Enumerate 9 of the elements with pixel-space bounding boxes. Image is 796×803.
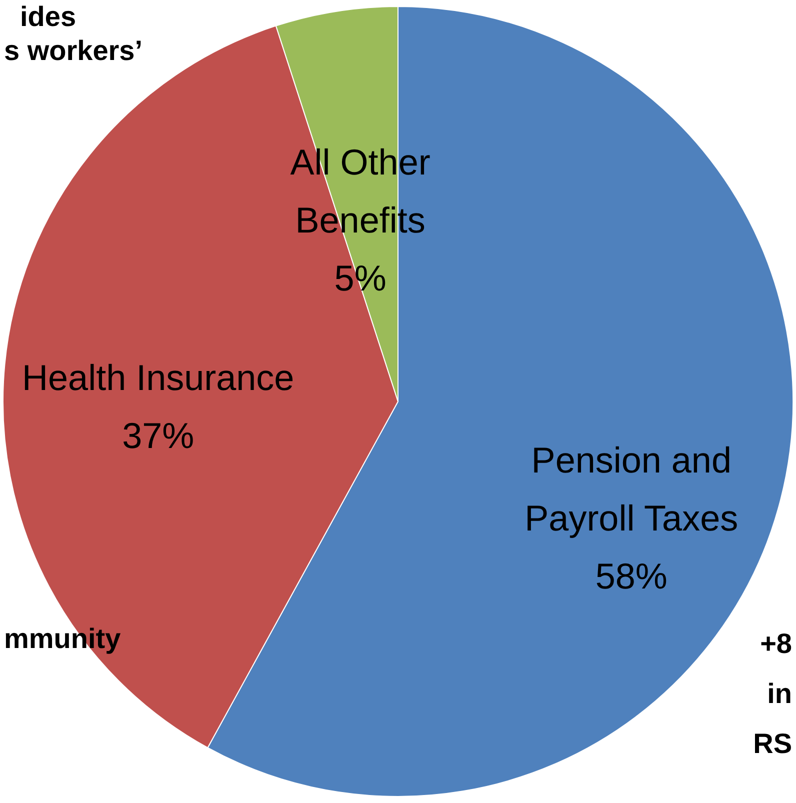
- slice-label: Health Insurance: [22, 356, 294, 398]
- text: +8: [760, 628, 792, 659]
- data-label: 58%: [595, 555, 668, 596]
- text: ides: [20, 1, 76, 32]
- slice-label: Pension and Payroll Taxes: [524, 439, 738, 538]
- text: s workers’: [4, 35, 143, 66]
- text: in: [767, 678, 792, 709]
- data-label: 37%: [122, 414, 194, 456]
- text: RS: [753, 728, 792, 759]
